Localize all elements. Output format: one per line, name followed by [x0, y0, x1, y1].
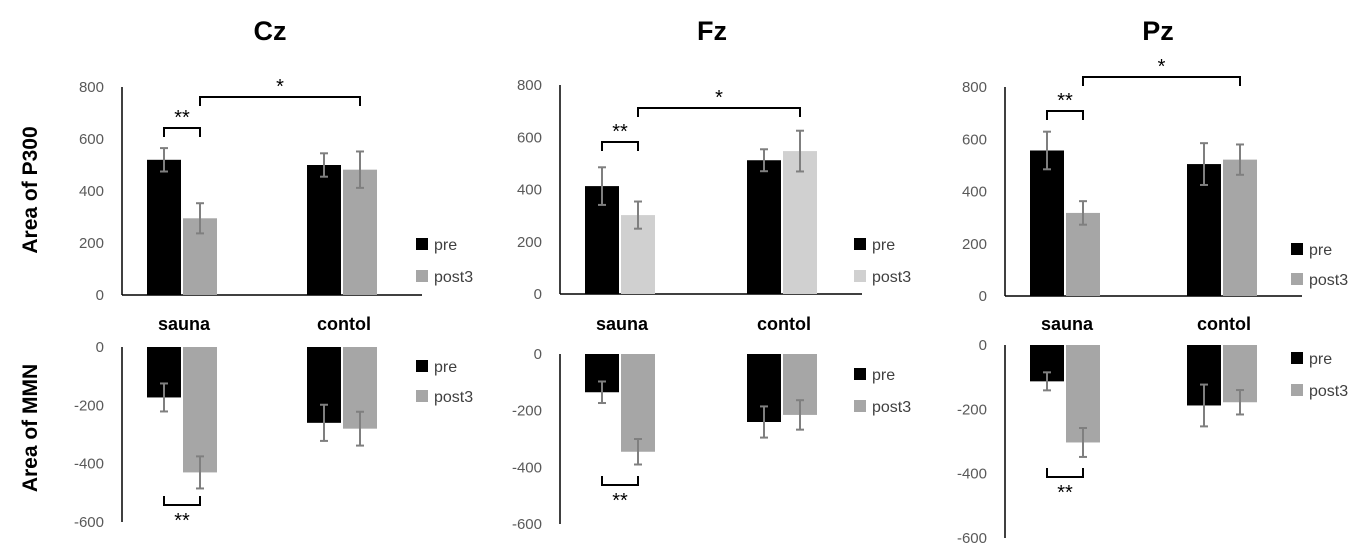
legend-label: pre: [1309, 242, 1332, 259]
legend-swatch-post3: [416, 390, 428, 402]
legend-label: pre: [434, 359, 457, 376]
legend-swatch-post3: [1291, 384, 1303, 396]
y-tick-label: -400: [512, 459, 542, 476]
significance-label: **: [174, 510, 190, 532]
bar-pre: [147, 159, 181, 295]
y-tick-label: 600: [962, 131, 987, 148]
category-label: sauna: [158, 314, 211, 334]
legend-swatch-post3: [1291, 273, 1303, 285]
legend-label: post3: [872, 399, 911, 416]
legend-swatch-pre: [1291, 352, 1303, 364]
significance-bracket: [601, 476, 639, 486]
y-tick-label: 400: [79, 183, 104, 200]
significance-bracket: [1046, 468, 1084, 478]
legend-swatch-pre: [416, 360, 428, 372]
y-tick-label: 0: [979, 288, 987, 305]
significance-label: *: [276, 76, 284, 98]
category-label: contol: [1197, 314, 1251, 334]
y-tick-label: 0: [979, 337, 987, 354]
category-label: sauna: [596, 314, 649, 334]
legend-swatch-post3: [854, 400, 866, 412]
bar-post3: [783, 151, 817, 294]
y-tick-label: -200: [74, 397, 104, 414]
panel-title: Pz: [1142, 16, 1174, 46]
legend-label: pre: [872, 237, 895, 254]
y-tick-label: 400: [517, 182, 542, 199]
bar-pre: [307, 165, 341, 295]
legend-swatch-pre: [416, 238, 428, 250]
significance-bracket: [1082, 76, 1241, 86]
panel-title: Fz: [697, 16, 727, 46]
legend-label: post3: [434, 269, 473, 286]
bar-pre: [1187, 164, 1221, 296]
panel-title: Cz: [254, 16, 287, 46]
y-tick-label: 600: [517, 129, 542, 146]
y-tick-label: 200: [962, 236, 987, 253]
significance-bracket: [163, 127, 201, 137]
y-tick-label: 0: [96, 287, 104, 304]
significance-label: *: [1158, 56, 1166, 78]
legend-swatch-pre: [854, 238, 866, 250]
legend-swatch-post3: [854, 270, 866, 282]
significance-bracket: [163, 496, 201, 506]
bar-pre: [747, 160, 781, 294]
y-tick-label: -200: [957, 401, 987, 418]
legend-label: pre: [1309, 351, 1332, 368]
y-tick-label: 800: [962, 79, 987, 96]
bar-post3: [1066, 212, 1100, 296]
significance-bracket: [199, 96, 361, 106]
significance-bracket: [601, 141, 639, 151]
legend-label: post3: [872, 269, 911, 286]
bar-post3: [1066, 345, 1100, 443]
significance-label: **: [1057, 90, 1073, 112]
y-axis-label-p300: Area of P300: [19, 126, 42, 253]
y-axis-label-mmn: Area of MMN: [19, 364, 42, 492]
bar-post3: [183, 347, 217, 473]
significance-bracket: [637, 107, 801, 117]
y-tick-label: 800: [517, 77, 542, 94]
legend-label: post3: [434, 389, 473, 406]
y-tick-label: -400: [74, 456, 104, 473]
y-tick-label: -600: [957, 530, 987, 544]
legend-label: post3: [1309, 272, 1348, 289]
y-tick-label: -200: [512, 403, 542, 420]
y-tick-label: 0: [534, 346, 542, 363]
y-tick-label: -400: [957, 466, 987, 483]
legend-swatch-pre: [854, 368, 866, 380]
y-tick-label: -600: [74, 514, 104, 531]
significance-label: **: [174, 107, 190, 129]
bar-post3: [1223, 159, 1257, 296]
y-tick-label: 200: [517, 234, 542, 251]
y-tick-label: 800: [79, 79, 104, 96]
significance-label: *: [715, 87, 723, 109]
significance-bracket: [1046, 110, 1084, 120]
y-tick-label: -600: [512, 516, 542, 533]
legend-label: pre: [872, 367, 895, 384]
y-tick-label: 0: [96, 339, 104, 356]
legend-label: pre: [434, 237, 457, 254]
significance-label: **: [612, 121, 628, 143]
category-label: sauna: [1041, 314, 1094, 334]
y-tick-label: 200: [79, 235, 104, 252]
significance-label: **: [612, 490, 628, 512]
significance-label: **: [1057, 482, 1073, 504]
legend-swatch-post3: [416, 270, 428, 282]
legend-label: post3: [1309, 383, 1348, 400]
bar-pre: [1030, 150, 1064, 296]
category-label: contol: [757, 314, 811, 334]
bar-post3: [343, 169, 377, 295]
category-label: contol: [317, 314, 371, 334]
bar-post3: [621, 354, 655, 452]
legend-swatch-pre: [1291, 243, 1303, 255]
y-tick-label: 0: [534, 286, 542, 303]
y-tick-label: 600: [79, 131, 104, 148]
y-tick-label: 400: [962, 184, 987, 201]
